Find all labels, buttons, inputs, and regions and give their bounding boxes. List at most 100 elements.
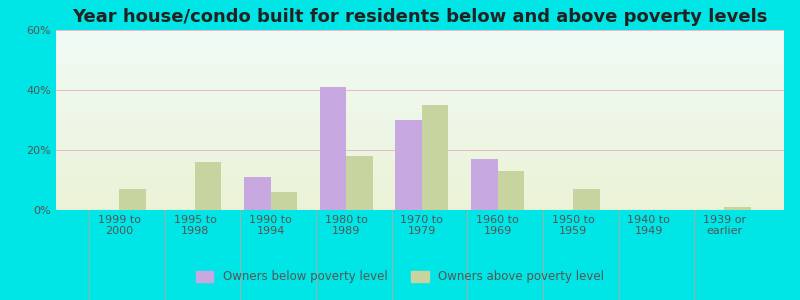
Bar — [56, 57, 784, 59]
Bar — [56, 34, 784, 35]
Bar — [56, 178, 784, 179]
Bar — [56, 73, 784, 75]
Bar — [56, 106, 784, 107]
Bar — [725, 207, 751, 210]
Bar — [56, 104, 784, 106]
Bar — [56, 52, 784, 53]
Bar — [56, 89, 784, 91]
Bar — [56, 91, 784, 93]
Bar — [56, 136, 784, 138]
Bar — [56, 68, 784, 70]
Bar — [56, 149, 784, 151]
Bar — [270, 192, 297, 210]
Bar — [56, 98, 784, 100]
Bar — [56, 134, 784, 136]
Bar — [56, 118, 784, 120]
Bar — [56, 71, 784, 73]
Bar — [56, 97, 784, 98]
Bar — [56, 64, 784, 66]
Bar — [56, 165, 784, 167]
Bar — [56, 145, 784, 147]
Bar — [56, 170, 784, 172]
Bar — [56, 39, 784, 41]
Bar — [56, 61, 784, 62]
Legend: Owners below poverty level, Owners above poverty level: Owners below poverty level, Owners above… — [191, 266, 609, 288]
Bar — [56, 113, 784, 115]
Bar — [56, 154, 784, 156]
Bar — [56, 82, 784, 84]
Bar — [56, 176, 784, 178]
Bar — [56, 199, 784, 201]
Bar — [422, 105, 448, 210]
Bar — [56, 174, 784, 176]
Bar — [56, 35, 784, 37]
Bar — [56, 187, 784, 188]
Bar — [56, 161, 784, 163]
Bar — [56, 88, 784, 89]
Bar — [56, 100, 784, 102]
Bar — [56, 188, 784, 190]
Bar — [56, 115, 784, 116]
Bar — [56, 111, 784, 113]
Bar — [56, 77, 784, 79]
Bar — [56, 109, 784, 111]
Bar — [56, 140, 784, 142]
Bar — [56, 75, 784, 77]
Bar — [56, 160, 784, 161]
Bar — [56, 44, 784, 46]
Bar — [56, 194, 784, 196]
Bar — [56, 46, 784, 48]
Bar — [56, 30, 784, 32]
Bar — [471, 159, 498, 210]
Bar — [56, 122, 784, 124]
Bar — [320, 87, 346, 210]
Bar — [56, 147, 784, 149]
Bar — [56, 167, 784, 169]
Bar — [56, 183, 784, 185]
Bar — [56, 172, 784, 174]
Bar — [56, 32, 784, 34]
Bar — [56, 59, 784, 61]
Bar — [56, 70, 784, 71]
Bar — [56, 181, 784, 183]
Bar — [56, 125, 784, 127]
Bar — [56, 48, 784, 50]
Bar — [56, 190, 784, 192]
Bar — [56, 151, 784, 152]
Bar — [56, 53, 784, 55]
Bar — [56, 131, 784, 133]
Bar — [56, 185, 784, 187]
Bar — [56, 129, 784, 131]
Bar — [56, 62, 784, 64]
Bar — [56, 143, 784, 145]
Bar — [56, 37, 784, 39]
Bar — [56, 152, 784, 154]
Bar — [56, 201, 784, 203]
Bar — [56, 197, 784, 199]
Bar — [56, 80, 784, 82]
Bar — [56, 179, 784, 181]
Bar — [498, 171, 524, 210]
Bar — [195, 162, 222, 210]
Bar — [395, 120, 422, 210]
Bar — [56, 156, 784, 158]
Bar — [56, 93, 784, 95]
Bar — [56, 55, 784, 57]
Bar — [56, 84, 784, 86]
Bar — [56, 158, 784, 160]
Bar — [56, 41, 784, 43]
Bar — [573, 189, 600, 210]
Bar — [56, 142, 784, 143]
Bar — [56, 50, 784, 52]
Bar — [56, 66, 784, 68]
Bar — [56, 124, 784, 125]
Bar — [346, 156, 373, 210]
Bar — [56, 138, 784, 140]
Bar — [56, 192, 784, 194]
Bar — [56, 116, 784, 118]
Bar — [56, 107, 784, 109]
Bar — [56, 208, 784, 210]
Bar — [56, 133, 784, 134]
Bar — [56, 203, 784, 205]
Bar — [244, 177, 270, 210]
